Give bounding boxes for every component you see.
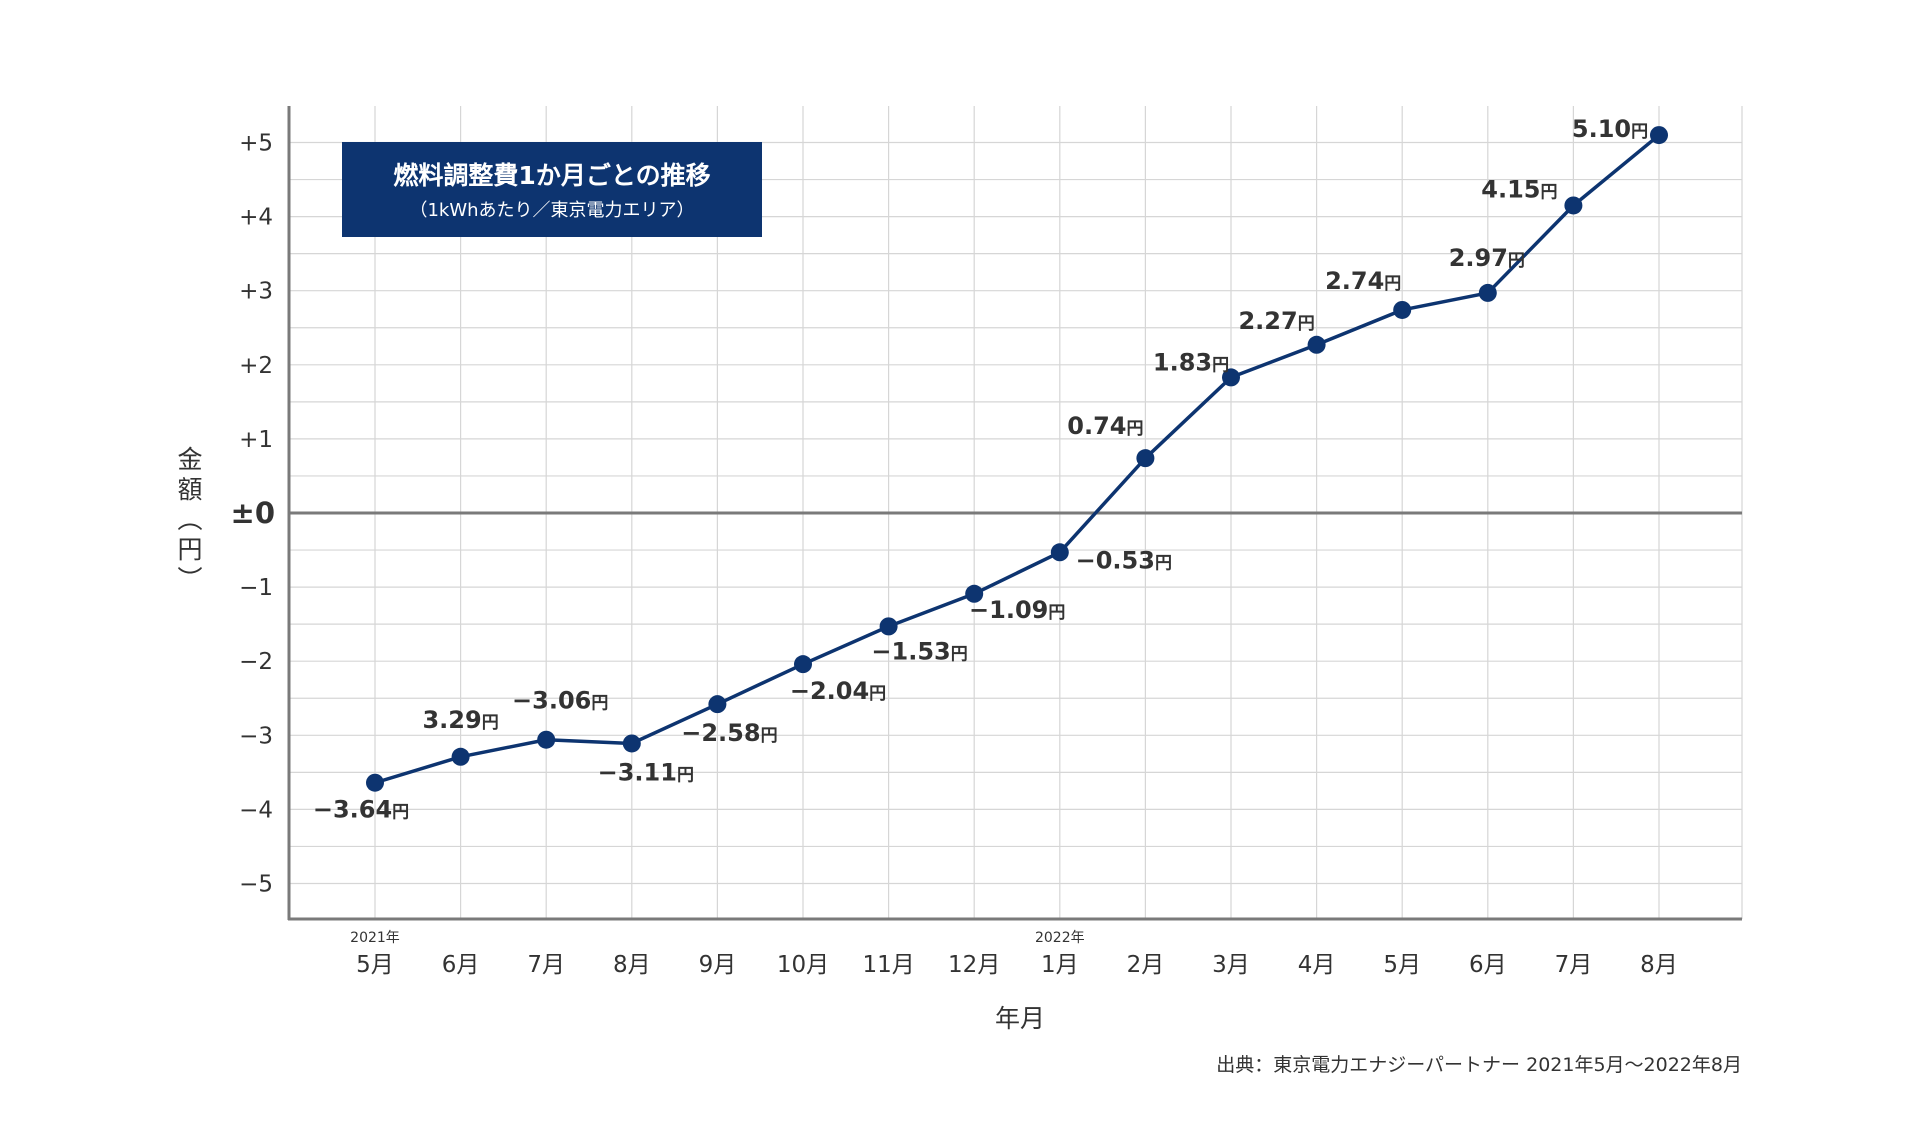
x-tick-label: 2月	[1127, 952, 1165, 978]
y-tick-label: −4	[239, 797, 273, 823]
data-label: 2.97円	[1449, 244, 1525, 272]
data-point	[1222, 368, 1240, 387]
data-labels: −3.64円 3.29円 −3.06円 −3.11円 −2.58円 −2.04円 −1.53…	[313, 115, 1648, 824]
data-label: −3.64円	[313, 796, 409, 824]
x-tick-label: 4月	[1298, 952, 1336, 978]
data-label: 1.83円	[1153, 348, 1229, 376]
x-tick-label: 11月	[862, 952, 914, 978]
x-tick-label: 8月	[613, 952, 651, 978]
x-tick-label: 10月	[777, 952, 829, 978]
data-point	[1393, 300, 1412, 319]
year-label: 2021年	[350, 930, 400, 946]
data-label: 2.74円	[1325, 267, 1401, 295]
y-tick-labels: +5 +4 +3 +2 +1 ±0 −1 −2 −3 −4 −5	[231, 131, 275, 898]
series	[366, 126, 1668, 792]
data-point	[708, 695, 727, 714]
x-tick-label: 7月	[1555, 952, 1593, 978]
x-tick-label: 5月	[356, 952, 394, 978]
data-point	[366, 773, 384, 792]
x-tick-label: 6月	[1469, 952, 1507, 978]
data-point	[1050, 543, 1069, 562]
x-tick-label: 9月	[699, 952, 737, 978]
y-tick-label: +2	[239, 353, 273, 379]
data-label: 2.27円	[1238, 307, 1314, 335]
x-tick-label: 3月	[1212, 952, 1250, 978]
data-point	[879, 617, 898, 636]
x-tick-label: 5月	[1383, 952, 1421, 978]
y-tick-label: −3	[239, 723, 273, 749]
y-tick-label: −1	[239, 575, 273, 601]
x-axis-label: 年月	[995, 1004, 1045, 1033]
y-axis-label: 金額︵円︶	[177, 445, 202, 594]
y-tick-label: ±0	[231, 496, 275, 530]
series-line	[374, 133, 1661, 785]
x-tick-label: 1月	[1041, 952, 1079, 978]
data-label: 0.74円	[1067, 412, 1143, 440]
x-tick-labels: 5月 6月 7月 8月 9月 10月 11月 12月 1月 2月 3月 4月 5月 6月 7月 8月 2021年…	[350, 930, 1678, 978]
chart-title: 燃料調整費1か月ごとの推移	[393, 161, 710, 190]
x-tick-label: 8月	[1640, 952, 1678, 978]
y-tick-label: −2	[239, 649, 273, 675]
chart-title-box: 燃料調整費1か月ごとの推移 （1kWhあたり／東京電力エリア）	[342, 142, 762, 237]
data-point	[1307, 335, 1326, 354]
x-tick-label: 7月	[527, 952, 565, 978]
data-label: −1.09円	[969, 596, 1065, 624]
data-label: 5.10円	[1572, 115, 1648, 143]
data-point	[1136, 449, 1155, 468]
data-label: −1.53円	[871, 637, 967, 665]
y-tick-label: +5	[239, 131, 273, 157]
axes	[287, 106, 1742, 921]
data-point	[1478, 283, 1497, 302]
x-tick-label: 12月	[948, 952, 1000, 978]
x-tick-label: 6月	[442, 952, 480, 978]
data-label: −3.11円	[598, 758, 694, 786]
y-tick-label: +4	[239, 205, 273, 231]
y-tick-label: +1	[239, 427, 273, 453]
data-point	[622, 734, 641, 753]
data-point	[451, 747, 470, 766]
y-tick-label: +3	[239, 279, 273, 305]
data-label: −2.04円	[790, 677, 886, 705]
data-point	[965, 584, 984, 603]
data-point	[794, 655, 812, 674]
chart-subtitle: （1kWhあたり／東京電力エリア）	[409, 200, 694, 221]
data-point	[1564, 196, 1583, 215]
source-note: 出典：東京電力エナジーパートナー 2021年5月〜2022年8月	[1216, 1054, 1742, 1076]
data-label: −0.53円	[1076, 546, 1172, 574]
data-point	[537, 730, 556, 749]
data-label: 4.15円	[1481, 175, 1557, 203]
data-label: −2.58円	[681, 719, 777, 747]
data-label: −3.06円	[512, 687, 608, 715]
year-label: 2022年	[1035, 930, 1085, 946]
data-point	[1650, 126, 1668, 145]
y-tick-label: −5	[239, 872, 273, 898]
title-box-background	[342, 142, 762, 237]
data-label: 3.29円	[422, 706, 498, 734]
